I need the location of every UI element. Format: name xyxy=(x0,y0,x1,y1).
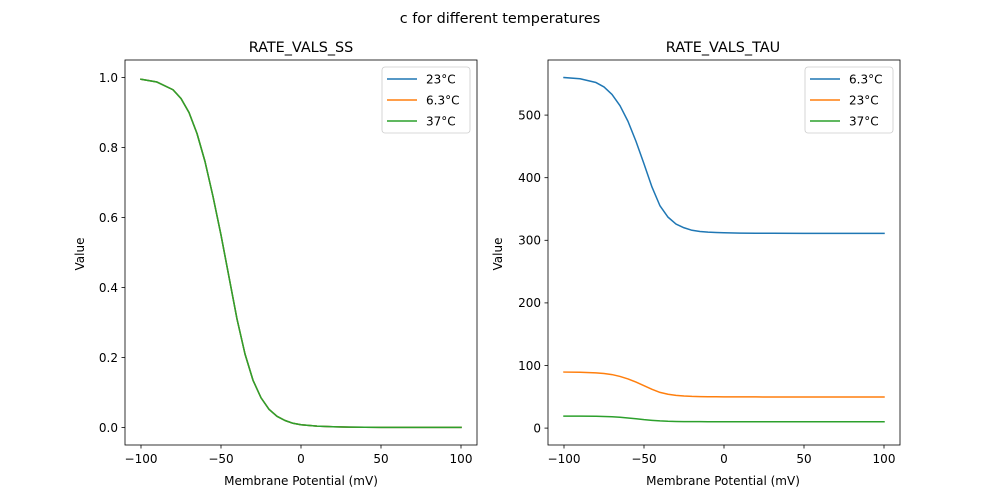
legend-label: 37°C xyxy=(849,114,879,128)
y-axis-label: Value xyxy=(491,238,505,271)
subplot-rate-vals-tau: RATE_VALS_TAU Membrane Potential (mV) Va… xyxy=(491,40,901,488)
legend: 6.3°C 23°C 37°C xyxy=(804,66,894,134)
x-tick-label: −100 xyxy=(125,452,158,466)
y-tick-label: 0.2 xyxy=(99,351,118,365)
y-tick-label: 0 xyxy=(533,421,541,435)
legend-label: 37°C xyxy=(426,114,456,128)
x-axis-label: Membrane Potential (mV) xyxy=(646,474,800,488)
legend-frame xyxy=(804,66,894,134)
x-tick-label: −100 xyxy=(548,452,581,466)
series-line-2 xyxy=(563,415,885,423)
y-tick-label: 1.0 xyxy=(99,71,118,85)
legend-item: 6.3°C xyxy=(387,93,459,107)
x-axis-label: Membrane Potential (mV) xyxy=(224,474,378,488)
series-line-0 xyxy=(563,76,885,235)
x-tick-label: 100 xyxy=(873,452,896,466)
x-tick-label: 50 xyxy=(373,452,388,466)
y-tick-label: 200 xyxy=(518,296,541,310)
x-tick-label: 0 xyxy=(720,452,728,466)
subplot-title: RATE_VALS_SS xyxy=(249,40,354,56)
x-tick-label: 0 xyxy=(297,452,305,466)
subplot-rate-vals-ss: RATE_VALS_SS Membrane Potential (mV) Val… xyxy=(73,40,478,488)
y-tick-label: 100 xyxy=(518,359,541,373)
legend-item: 37°C xyxy=(810,114,879,128)
y-tick-label: 300 xyxy=(518,234,541,248)
subplot-title: RATE_VALS_TAU xyxy=(666,40,780,56)
legend-frame xyxy=(381,66,471,134)
legend-label: 23°C xyxy=(849,93,879,107)
x-tick-label: 50 xyxy=(796,452,811,466)
legend: 23°C 6.3°C 37°C xyxy=(381,66,471,134)
y-tick-label: 500 xyxy=(518,108,541,122)
y-axis-label: Value xyxy=(73,238,87,271)
y-tick-label: 400 xyxy=(518,171,541,185)
legend-item: 23°C xyxy=(387,72,456,86)
y-tick-label: 0.4 xyxy=(99,281,118,295)
y-tick-label: 0.6 xyxy=(99,211,118,225)
legend-item: 6.3°C xyxy=(810,72,882,86)
legend-label: 6.3°C xyxy=(849,72,882,86)
x-tick-label: 100 xyxy=(450,452,473,466)
legend-label: 23°C xyxy=(426,72,456,86)
legend-label: 6.3°C xyxy=(426,93,459,107)
legend-item: 23°C xyxy=(810,93,879,107)
figure-suptitle: c for different temperatures xyxy=(400,11,601,27)
y-tick-label: 0.0 xyxy=(99,421,118,435)
x-tick-label: −50 xyxy=(631,452,656,466)
x-tick-label: −50 xyxy=(208,452,233,466)
y-tick-label: 0.8 xyxy=(99,141,118,155)
series-line-1 xyxy=(563,371,885,398)
legend-item: 37°C xyxy=(387,114,456,128)
series-line-2 xyxy=(140,78,462,429)
